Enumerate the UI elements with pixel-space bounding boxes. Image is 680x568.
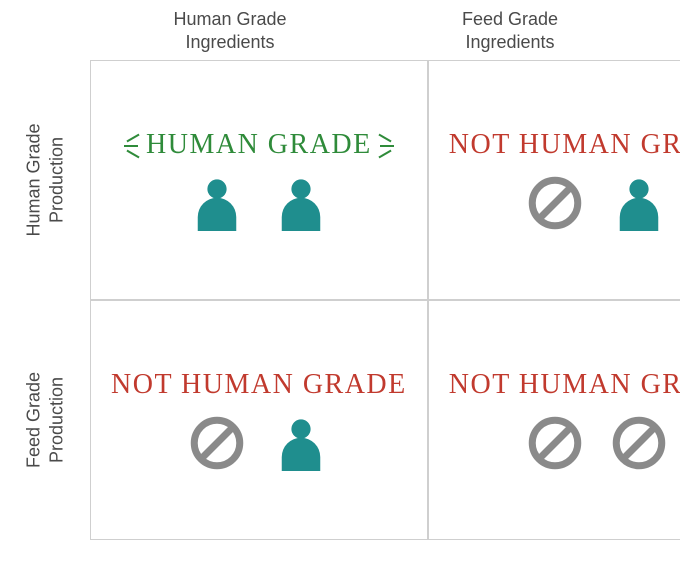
prohibit-icon — [527, 415, 583, 471]
cell-0-icons — [189, 175, 329, 231]
spark-icon — [378, 134, 391, 143]
cell-0-label: HUMAN GRADE — [146, 129, 372, 161]
cell-3: NOT HUMAN GRADE — [428, 300, 680, 540]
matrix-grid: HUMAN GRADE NOT HUMAN GRADE — [90, 60, 650, 540]
person-icon — [189, 175, 245, 231]
row-header-1: Feed Grade Production — [0, 300, 90, 540]
cell-2-label: NOT HUMAN GRADE — [111, 369, 407, 401]
cell-1: NOT HUMAN GRADE — [428, 60, 680, 300]
row-header-0-line1: Human Grade — [24, 123, 44, 236]
row-header-0: Human Grade Production — [0, 60, 90, 300]
col-header-1-line1: Feed Grade — [462, 9, 558, 29]
column-headers: Human Grade Ingredients Feed Grade Ingre… — [90, 8, 650, 58]
col-header-0-line1: Human Grade — [173, 9, 286, 29]
prohibit-icon — [189, 415, 245, 471]
cell-3-label-text: NOT HUMAN GRADE — [449, 369, 680, 400]
row-header-1-line2: Production — [46, 377, 66, 463]
spark-icon — [126, 150, 139, 159]
spark-icon — [378, 150, 391, 159]
col-header-0: Human Grade Ingredients — [90, 8, 370, 58]
spark-icon — [380, 145, 394, 147]
cell-3-icons — [527, 415, 667, 471]
cell-1-label: NOT HUMAN GRADE — [449, 129, 680, 161]
prohibit-icon — [527, 175, 583, 231]
cell-0: HUMAN GRADE — [90, 60, 428, 300]
person-icon — [273, 175, 329, 231]
cell-2-label-text: NOT HUMAN GRADE — [111, 369, 407, 400]
row-headers: Human Grade Production Feed Grade Produc… — [0, 60, 90, 540]
cell-0-label-text: HUMAN GRADE — [146, 129, 372, 160]
col-header-1-line2: Ingredients — [465, 32, 554, 52]
cell-2: NOT HUMAN GRADE — [90, 300, 428, 540]
cell-1-label-text: NOT HUMAN GRADE — [449, 129, 680, 160]
col-header-0-line2: Ingredients — [185, 32, 274, 52]
cell-2-icons — [189, 415, 329, 471]
spark-icon — [124, 145, 138, 147]
row-header-1-line1: Feed Grade — [24, 372, 44, 468]
col-header-1: Feed Grade Ingredients — [370, 8, 650, 58]
cell-3-label: NOT HUMAN GRADE — [449, 369, 680, 401]
cell-1-icons — [527, 175, 667, 231]
person-icon — [611, 175, 667, 231]
spark-icon — [126, 134, 139, 143]
row-header-0-line2: Production — [46, 137, 66, 223]
prohibit-icon — [611, 415, 667, 471]
person-icon — [273, 415, 329, 471]
